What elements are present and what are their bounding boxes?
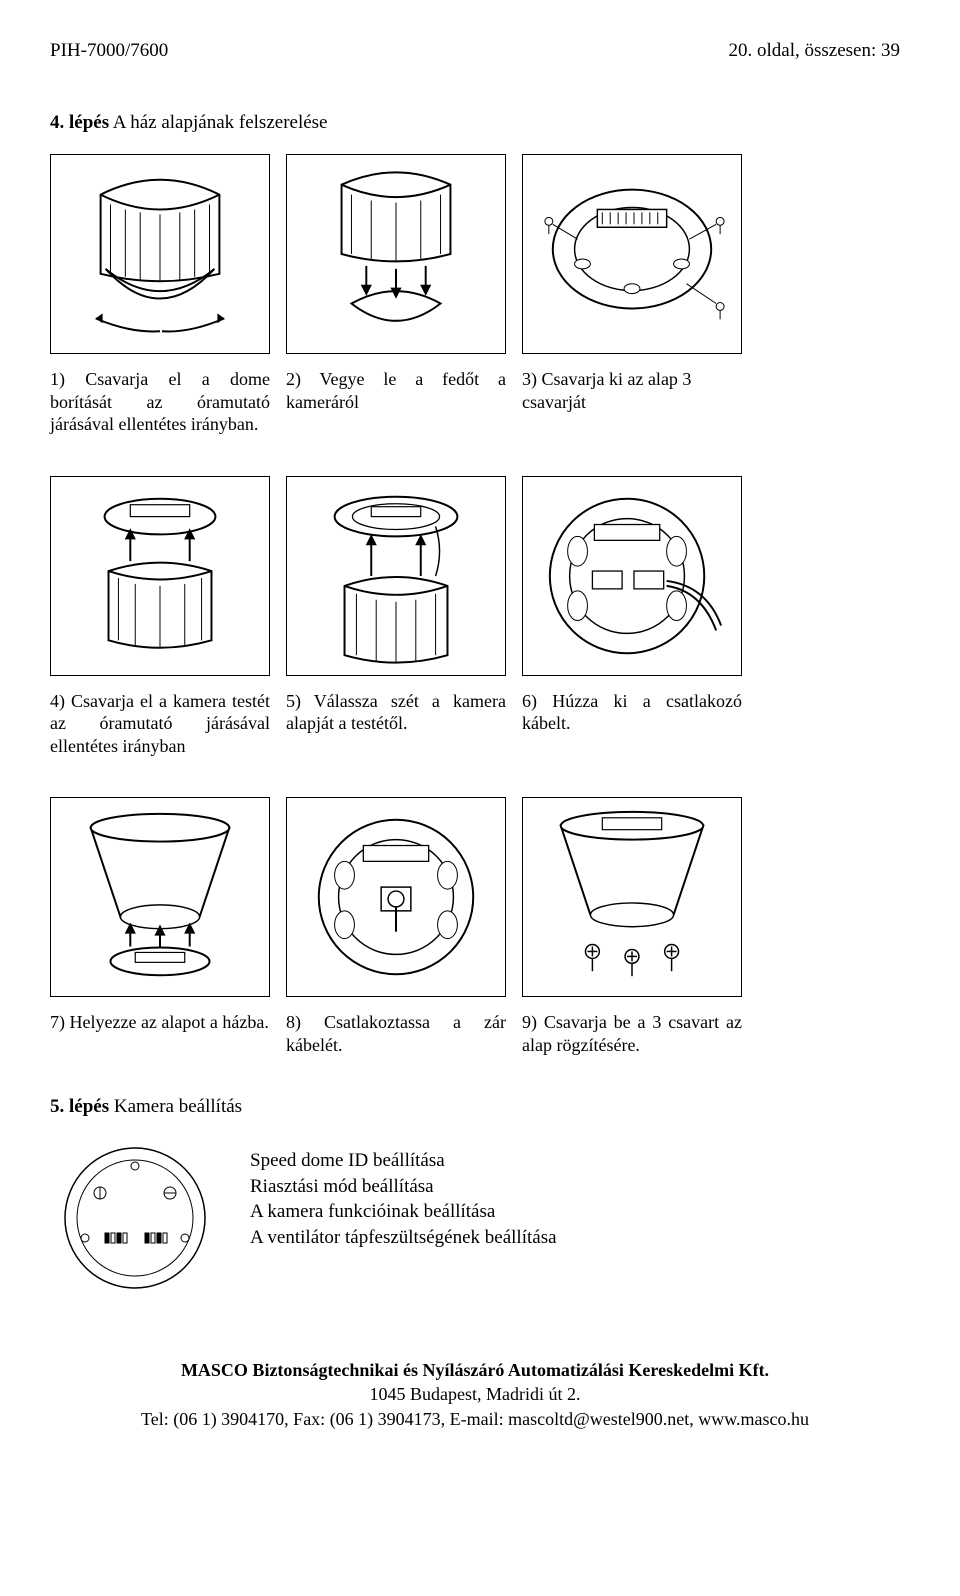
list-item: Riasztási mód beállítása xyxy=(250,1174,557,1200)
figure-6 xyxy=(522,476,742,676)
base-screws-icon xyxy=(523,155,741,353)
caption-9: 9) Csavarja be a 3 csavart az alap rögzí… xyxy=(522,1011,742,1056)
footer-line-2: 1045 Budapest, Madridi út 2. xyxy=(50,1382,900,1406)
caption-8: 8) Csatlakoztassa a zár kábelét. xyxy=(286,1011,506,1056)
caption-5: 5) Válassza szét a kamera alapját a test… xyxy=(286,690,506,758)
dome-unscrew-icon xyxy=(51,155,269,353)
caption-7: 7) Helyezze az alapot a házba. xyxy=(50,1011,270,1056)
section5-content-row: Speed dome ID beállítása Riasztási mód b… xyxy=(50,1138,900,1298)
figure-4 xyxy=(50,476,270,676)
fasten-screws-icon xyxy=(523,798,741,996)
caption-2: 2) Vegye le a fedőt a kameráról xyxy=(286,368,506,436)
connect-lock-cable-icon xyxy=(287,798,505,996)
figure-5 xyxy=(286,476,506,676)
split-base-icon xyxy=(287,477,505,675)
section5-title-rest: Kamera beállítás xyxy=(109,1096,242,1117)
section4-title-rest: A ház alapjának felszerelése xyxy=(109,112,327,133)
caption-6: 6) Húzza ki a csatlakozó kábelt. xyxy=(522,690,742,758)
list-item: A kamera funkcióinak beállítása xyxy=(250,1199,557,1225)
figure-2 xyxy=(286,154,506,354)
caption-1: 1) Csavarja el a dome borítását az óramu… xyxy=(50,368,270,436)
figure-3 xyxy=(522,154,742,354)
caption-3: 3) Csavarja ki az alap 3 csavarját xyxy=(522,368,742,436)
section5: 5. lépés Kamera beállítás Speed do xyxy=(50,1096,900,1298)
figure-8 xyxy=(286,797,506,997)
section5-title-bold: 5. lépés xyxy=(50,1096,109,1117)
header-right: 20. oldal, összesen: 39 xyxy=(728,40,900,62)
header-left: PIH-7000/7600 xyxy=(50,40,168,62)
figure-9 xyxy=(522,797,742,997)
figure-7 xyxy=(50,797,270,997)
figure-10 xyxy=(50,1138,220,1298)
page-header: PIH-7000/7600 20. oldal, összesen: 39 xyxy=(50,40,900,62)
remove-cover-icon xyxy=(287,155,505,353)
list-item: A ventilátor tápfeszültségének beállítás… xyxy=(250,1225,557,1251)
footer-line-3: Tel: (06 1) 3904170, Fax: (06 1) 3904173… xyxy=(50,1407,900,1431)
pull-cable-icon xyxy=(523,477,741,675)
footer-line-1: MASCO Biztonságtechnikai és Nyílászáró A… xyxy=(50,1358,900,1382)
insert-base-icon xyxy=(51,798,269,996)
section4-title: 4. lépés A ház alapjának felszerelése xyxy=(50,112,900,134)
list-item: Speed dome ID beállítása xyxy=(250,1148,557,1174)
caption-row-3: 7) Helyezze az alapot a házba. 8) Csatla… xyxy=(50,1011,900,1056)
pcb-settings-icon xyxy=(50,1138,220,1298)
section5-list: Speed dome ID beállítása Riasztási mód b… xyxy=(250,1138,557,1251)
body-separate-icon xyxy=(51,477,269,675)
figure-row-3 xyxy=(50,797,900,997)
section5-title: 5. lépés Kamera beállítás xyxy=(50,1096,900,1118)
caption-row-1: 1) Csavarja el a dome borítását az óramu… xyxy=(50,368,900,436)
figure-row-1 xyxy=(50,154,900,354)
page-footer: MASCO Biztonságtechnikai és Nyílászáró A… xyxy=(50,1358,900,1431)
section4-title-bold: 4. lépés xyxy=(50,112,109,133)
caption-4: 4) Csavarja el a kamera testét az óramut… xyxy=(50,690,270,758)
figure-row-2 xyxy=(50,476,900,676)
caption-row-2: 4) Csavarja el a kamera testét az óramut… xyxy=(50,690,900,758)
figure-1 xyxy=(50,154,270,354)
